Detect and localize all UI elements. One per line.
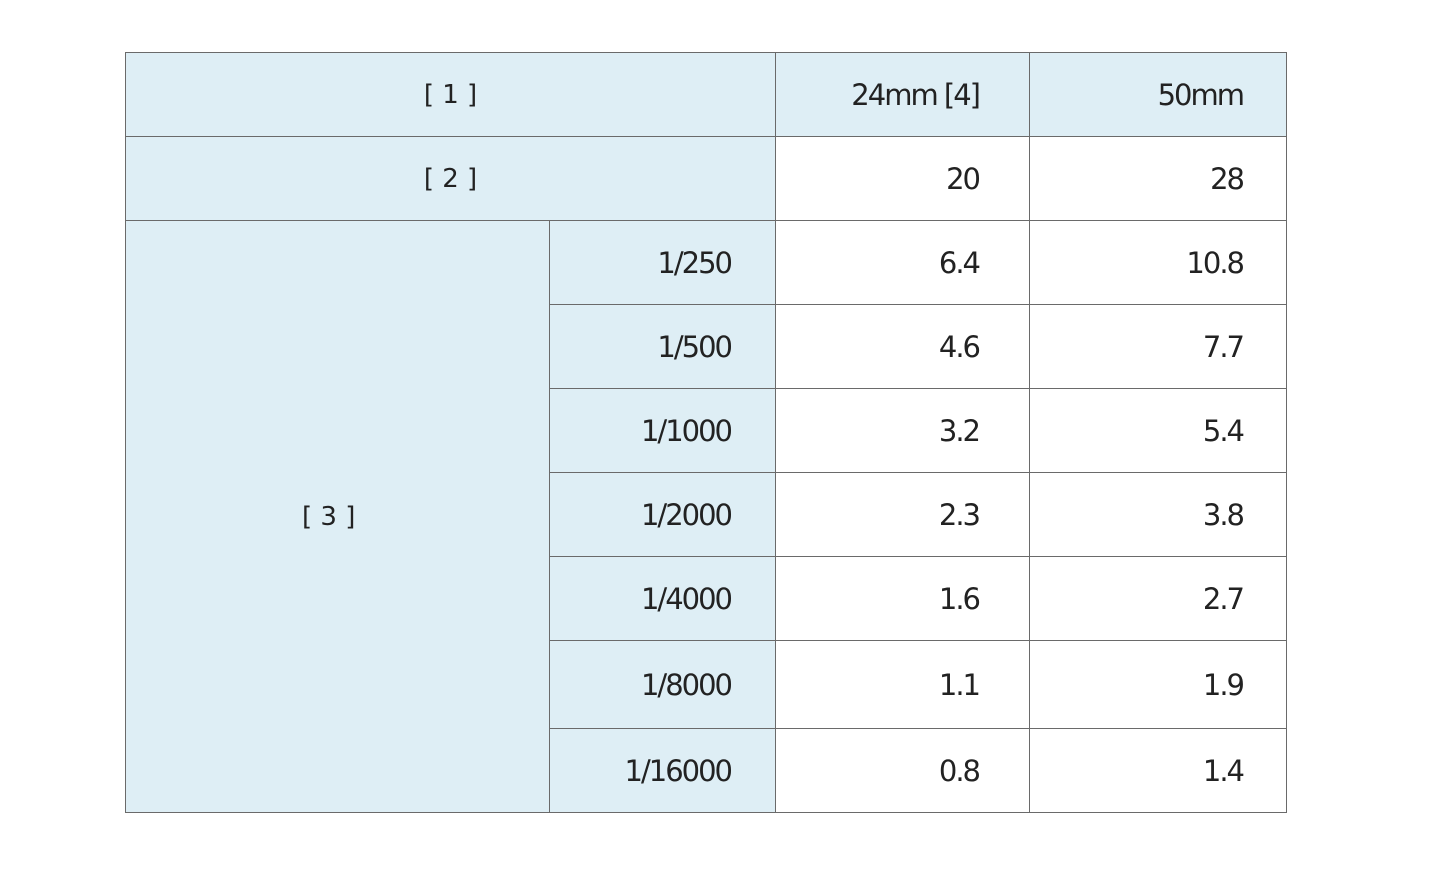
header-50mm: 50mm [1029, 52, 1287, 137]
group3-label: [ 3 ] [125, 220, 550, 813]
value-24mm: 1.6 [775, 556, 1030, 641]
row2-50mm: 28 [1029, 136, 1287, 221]
value-24mm: 0.8 [775, 728, 1030, 813]
value-24mm: 4.6 [775, 304, 1030, 389]
value-24mm: 3.2 [775, 388, 1030, 473]
row-2: [ 2 ] 20 28 [125, 136, 1287, 221]
row2-24mm: 20 [775, 136, 1030, 221]
shutter-cell: 1/500 [549, 304, 776, 389]
shutter-cell: 1/16000 [549, 728, 776, 813]
table-row: [ 3 ] 1/250 6.4 10.8 [125, 220, 1287, 813]
header-row: [ 1 ] 24mm [4] 50mm [125, 52, 1287, 137]
data-table: [ 1 ] 24mm [4] 50mm [ 2 ] 20 28 [ 3 ] 1/… [125, 52, 1287, 813]
value-50mm: 2.7 [1029, 556, 1287, 641]
shutter-cell: 1/4000 [549, 556, 776, 641]
value-50mm: 3.8 [1029, 472, 1287, 557]
table-row: 1/8000 1.1 1.9 [126, 640, 1287, 729]
value-24mm: 6.4 [775, 220, 1030, 305]
row2-label: [ 2 ] [125, 136, 776, 221]
shutter-cell: 1/250 [549, 220, 776, 305]
value-50mm: 1.9 [1029, 640, 1287, 729]
value-50mm: 7.7 [1029, 304, 1287, 389]
value-50mm: 1.4 [1029, 728, 1287, 813]
value-24mm: 2.3 [775, 472, 1030, 557]
shutter-cell: 1/8000 [549, 640, 776, 729]
value-24mm: 1.1 [775, 640, 1030, 729]
value-50mm: 5.4 [1029, 388, 1287, 473]
table-row: 1/16000 0.8 1.4 [126, 728, 1287, 813]
shutter-cell: 1/2000 [549, 472, 776, 557]
value-50mm: 10.8 [1029, 220, 1287, 305]
header-label: [ 1 ] [125, 52, 776, 137]
table-row: 1/4000 1.6 2.7 [126, 556, 1287, 641]
table-row: 1/2000 2.3 3.8 [126, 472, 1287, 557]
header-24mm: 24mm [4] [775, 52, 1030, 137]
table-row: 1/1000 3.2 5.4 [126, 388, 1287, 473]
shutter-cell: 1/1000 [549, 388, 776, 473]
